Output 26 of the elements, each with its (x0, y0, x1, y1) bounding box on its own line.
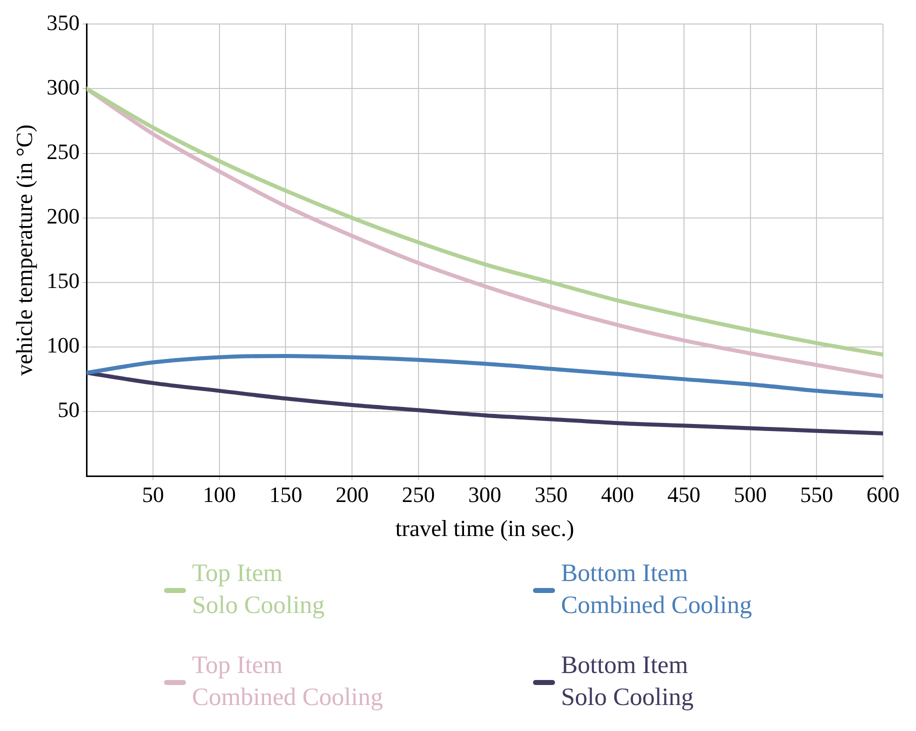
x-tick-label: 50 (142, 482, 164, 507)
y-axis-title: vehicle temperature (in °C) (12, 124, 37, 376)
x-tick-label: 250 (402, 482, 435, 507)
y-tick-label: 300 (46, 74, 80, 100)
y-tick-label: 200 (46, 204, 80, 229)
y-tick-label: 50 (58, 397, 80, 422)
x-tick-label: 350 (534, 482, 568, 507)
y-tick-label: 150 (46, 268, 80, 294)
x-tick-label: 200 (336, 482, 369, 507)
x-tick-label: 300 (468, 482, 502, 507)
x-axis-title: travel time (in sec.) (395, 516, 574, 542)
x-tick-label: 600 (866, 482, 900, 507)
y-tick-label: 100 (46, 332, 80, 358)
x-tick-label: 450 (667, 482, 700, 507)
y-tick-label: 250 (46, 139, 80, 164)
legend-label: Top Item Combined Cooling (192, 652, 383, 711)
legend-label: Top Item Solo Cooling (192, 560, 325, 619)
x-tick-label: 400 (601, 482, 634, 507)
x-tick-label: 550 (800, 482, 834, 507)
line-series (86, 354, 883, 398)
legend-label: Bottom Item Combined Cooling (561, 560, 752, 619)
x-tick-label: 150 (269, 482, 302, 507)
x-tick-label: 100 (202, 482, 236, 507)
x-tick-label: 500 (734, 482, 767, 507)
legend-label: Bottom Item Solo Cooling (561, 652, 694, 711)
y-tick-label: 350 (46, 10, 80, 35)
